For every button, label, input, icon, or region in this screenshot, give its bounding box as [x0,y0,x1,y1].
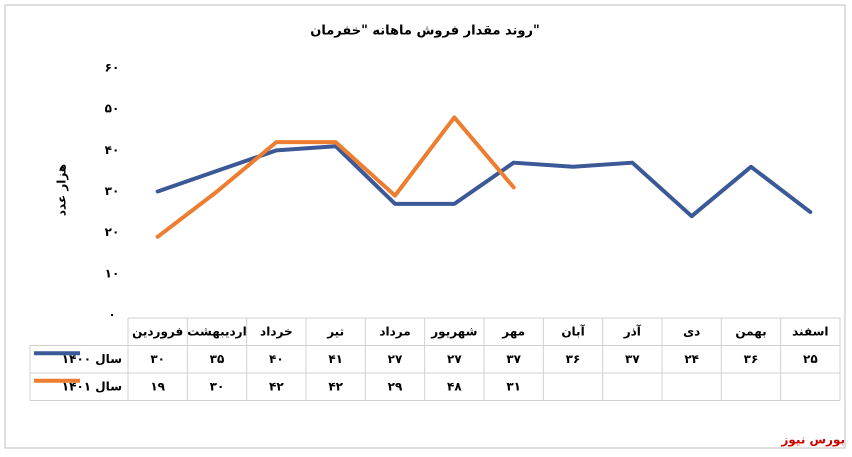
legend-label: سال ۱۴۰۰ [62,352,122,366]
y-tick-label: ۴۰ [105,143,120,157]
y-axis-label: هزار عدد [55,164,69,216]
y-tick-label: ۲۰ [105,225,120,239]
data-label: ۳۶ [566,352,581,366]
x-tick-label: اردیبهشت [187,324,246,338]
y-tick-label: ۱۰ [105,266,120,280]
data-label: ۲۹ [388,379,403,393]
data-label: ۱۹ [150,379,165,393]
y-tick-label: ۶۰ [105,61,120,75]
data-label: ۲۷ [447,352,462,366]
x-tick-label: تیر [326,324,344,338]
data-label: ۴۰ [269,352,284,366]
data-label: ۳۷ [506,352,521,366]
x-tick-label: آبان [561,323,585,338]
data-label: ۲۵ [803,352,818,366]
series-line [155,115,516,239]
series-line [155,144,813,219]
x-tick-label: بهمن [735,324,766,338]
x-tick-label: فروردین [132,324,183,339]
data-label: ۳۶ [744,352,759,366]
data-label: ۴۲ [328,379,343,393]
x-tick-label: شهریور [430,324,477,339]
x-tick-label: اسفند [792,324,828,338]
data-label: ۳۰ [210,379,225,393]
data-label: ۴۱ [328,352,343,366]
x-tick-label: دی [683,324,700,338]
data-label: ۲۴ [684,352,699,366]
legend-label: سال ۱۴۰۱ [62,379,122,393]
data-label: ۴۲ [269,379,284,393]
x-tick-label: مهر [501,324,525,338]
x-tick-label: مرداد [379,324,410,338]
data-label: ۲۷ [388,352,403,366]
x-tick-label: خرداد [260,324,293,338]
x-tick-label: آذر [623,323,642,338]
data-label: ۳۱ [506,379,521,393]
chart-title: روند مقدار فروش ماهانه "خفرمان" [310,24,540,39]
y-tick-label: ۰ [108,308,115,322]
data-label: ۳۷ [625,352,640,366]
source: بورس نیوز [780,433,845,448]
y-tick-label: ۵۰ [105,102,120,116]
data-label: ۳۵ [210,352,225,366]
y-tick-label: ۳۰ [105,184,120,198]
data-label: ۴۸ [447,379,462,393]
data-label: ۳۰ [150,352,165,366]
